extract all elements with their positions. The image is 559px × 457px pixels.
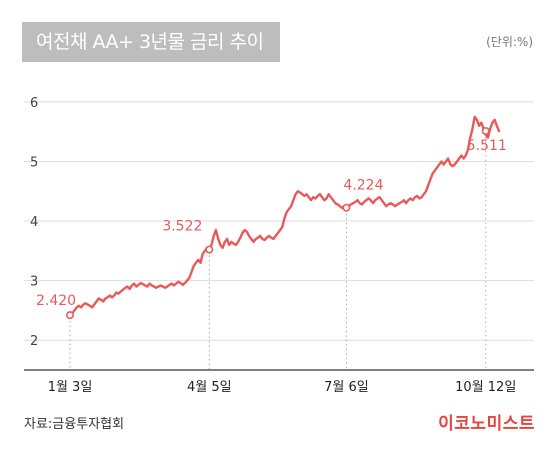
data-label: 4.224 <box>343 178 383 194</box>
series-line <box>68 115 501 317</box>
data-point-marker <box>205 245 214 254</box>
data-label: 5.511 <box>467 138 507 154</box>
data-label: 3.522 <box>162 219 202 235</box>
y-tick-label: 2 <box>30 334 38 349</box>
unit-label: (단위:%) <box>486 35 533 49</box>
data-label: 2.420 <box>36 293 76 309</box>
x-tick-label: 10월 12일 <box>455 380 516 395</box>
y-tick-label: 6 <box>30 96 38 111</box>
data-point-marker <box>66 311 75 320</box>
y-tick-label: 5 <box>30 155 38 170</box>
y-tick-label: 3 <box>30 275 38 290</box>
data-point-marker <box>342 203 351 212</box>
x-tick-label: 1월 3일 <box>48 380 93 395</box>
x-tick-label: 7월 6일 <box>324 380 369 395</box>
x-tick-label: 4월 5일 <box>187 380 232 395</box>
publisher-logo: 이코노미스트 <box>438 414 535 434</box>
y-tick-label: 4 <box>30 215 38 230</box>
chart-title: 여전채 AA+ 3년물 금리 추이 <box>22 22 280 62</box>
data-point-marker <box>481 127 490 136</box>
source-note: 자료:금융투자협회 <box>24 417 125 432</box>
